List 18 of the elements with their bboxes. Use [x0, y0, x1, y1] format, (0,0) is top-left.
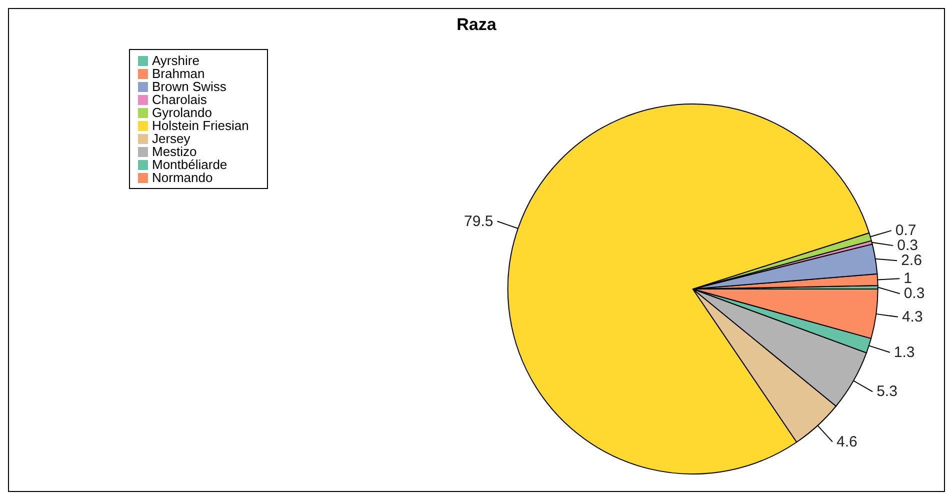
chart-title: Raza	[456, 15, 498, 35]
legend-label: Gyrolando	[152, 105, 212, 120]
data-label: 4.3	[902, 308, 923, 326]
data-label: 5.3	[876, 383, 898, 400]
data-label: 0.3	[897, 237, 918, 254]
data-label: 79.5	[464, 212, 494, 230]
data-label: 4.6	[836, 433, 858, 450]
data-label: 0.7	[895, 222, 916, 240]
data-label: 0.3	[904, 285, 925, 302]
data-label: 1	[904, 270, 912, 288]
legend-label: Montbéliarde	[152, 157, 228, 172]
legend-label: Charolais	[152, 92, 207, 107]
data-label: 1.3	[894, 344, 915, 361]
legend-label: Ayrshire	[152, 53, 200, 68]
legend-label: Normando	[152, 170, 213, 185]
data-label: 2.6	[901, 252, 922, 270]
legend-label: Jersey	[152, 131, 190, 146]
legend-label: Brown Swiss	[152, 79, 226, 94]
